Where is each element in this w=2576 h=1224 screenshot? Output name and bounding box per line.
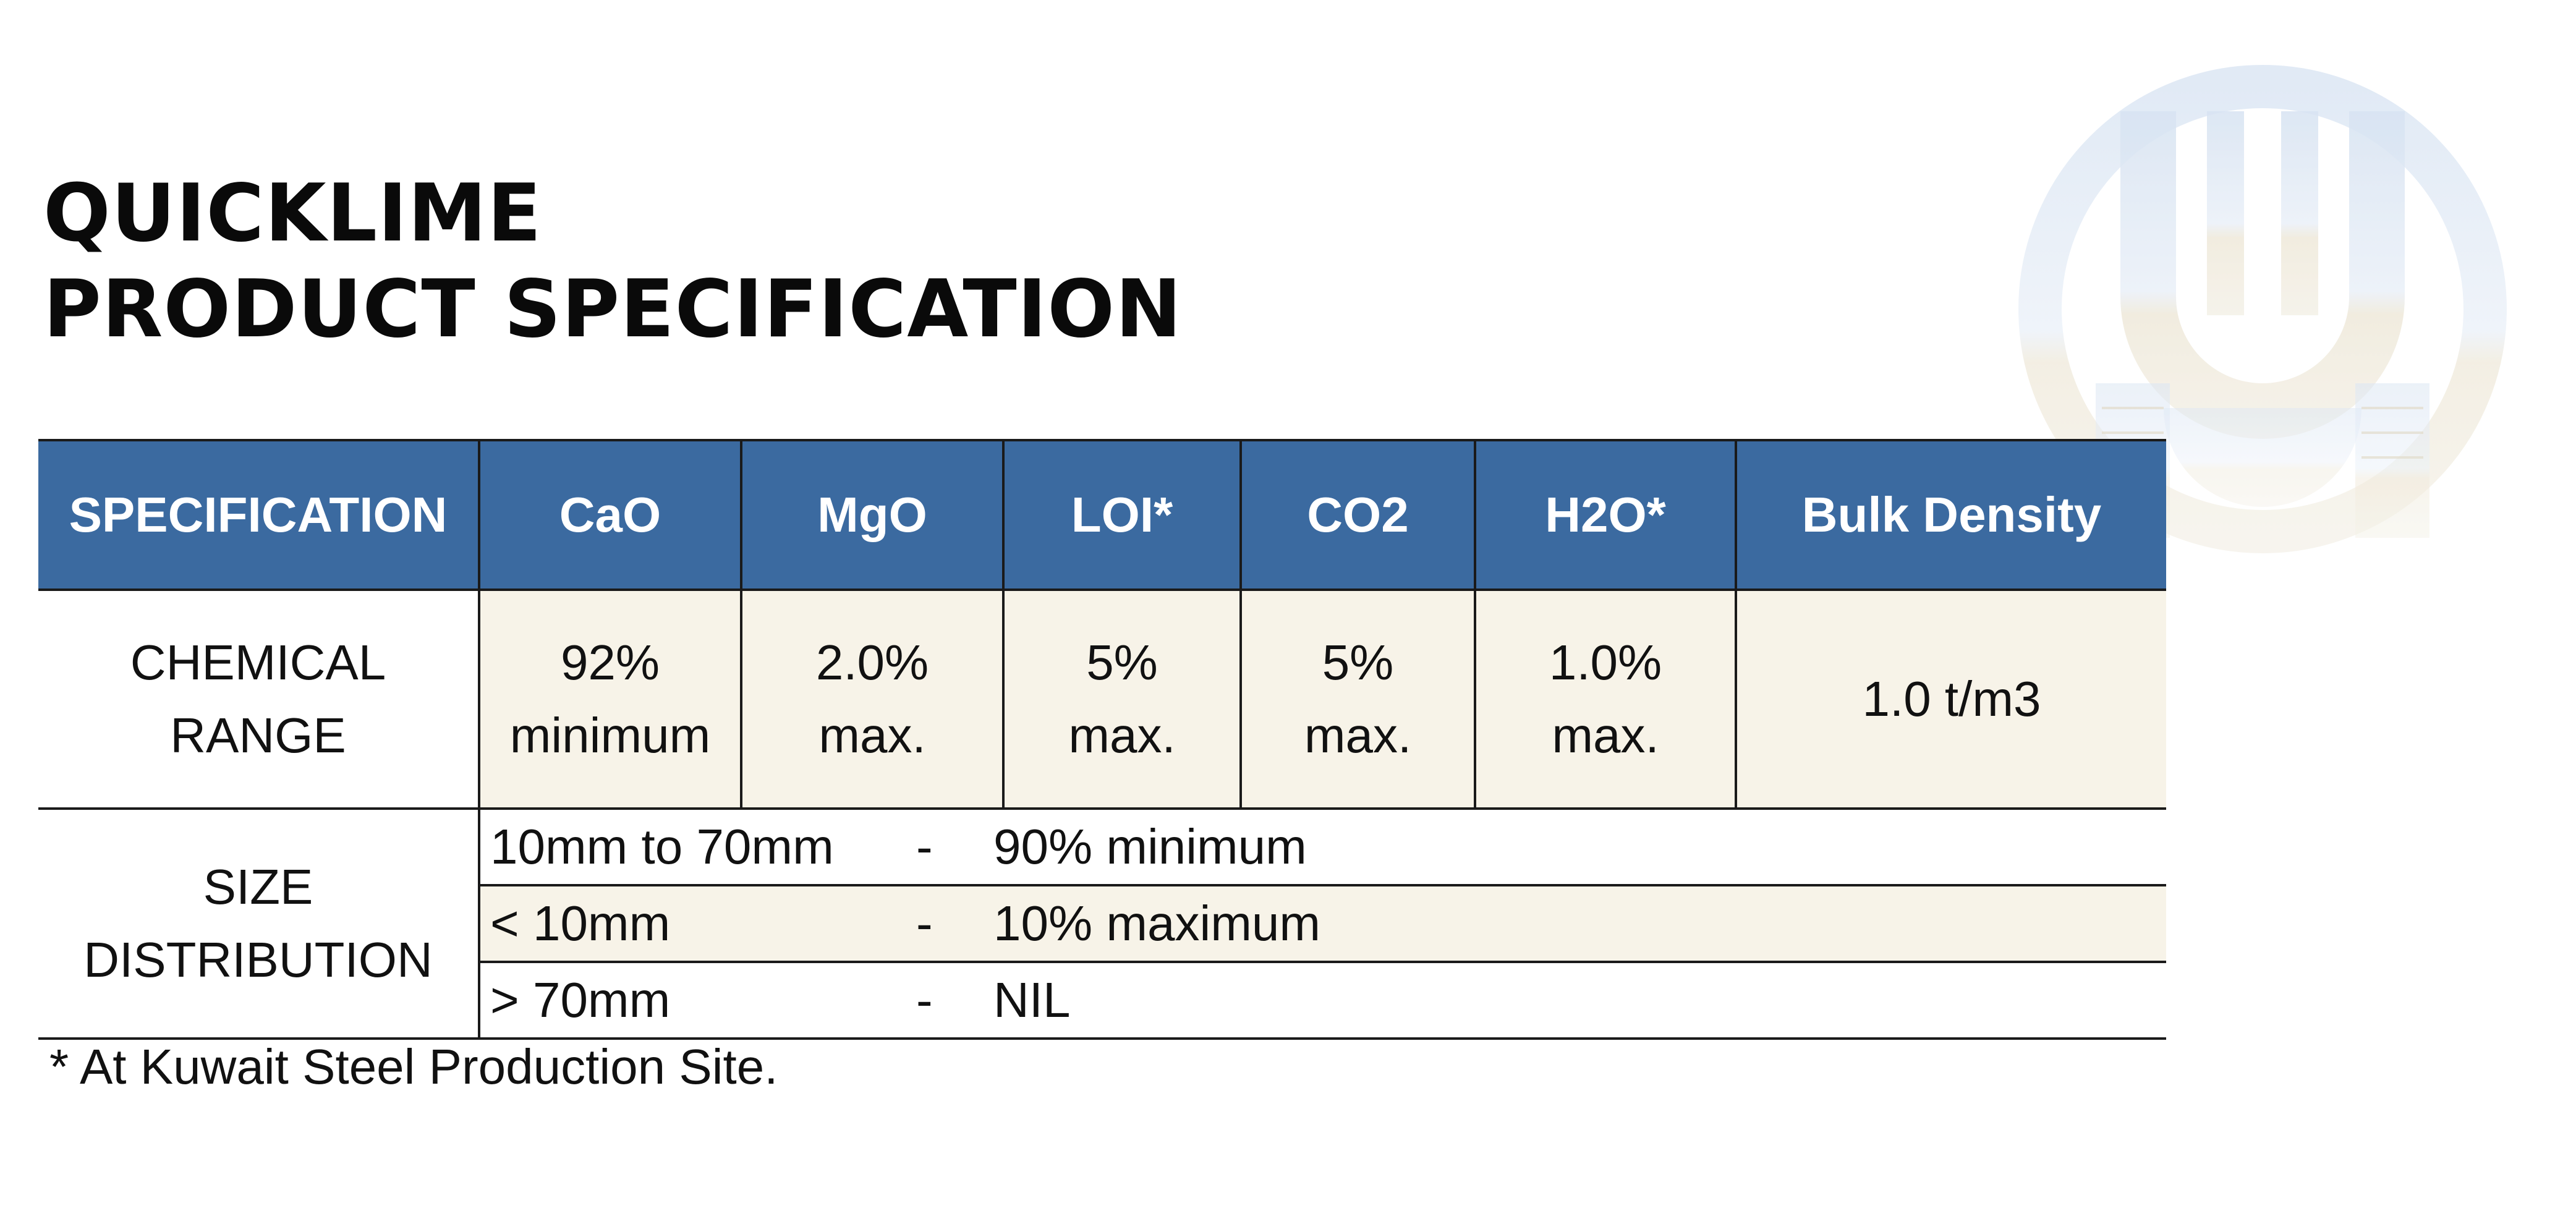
size-dash: - [916,896,933,951]
size-distribution-label: SIZE DISTRIBUTION [38,809,479,1040]
size-row: SIZE DISTRIBUTION 10mm to 70mm - 90% min… [38,809,2166,1040]
footnote: * At Kuwait Steel Production Site. [49,1039,778,1094]
mgo-value: 2.0% max. [740,590,1003,810]
size-value: NIL [993,972,1071,1027]
header-bulk-density: Bulk Density [1735,439,2166,591]
co2-value: 5% max. [1239,590,1475,810]
header-specification: SPECIFICATION [38,439,479,591]
loi-value: 5% max. [1002,590,1241,810]
size-row: < 10mm - 10% maximum [38,885,2166,963]
bulk-density-value: 1.0 t/m3 [1735,590,2166,810]
page-title: QUICKLIME PRODUCT SPECIFICATION [43,166,1182,357]
size-range: < 10mm [490,896,671,951]
size-value: 90% minimum [993,819,1307,874]
size-range: > 70mm [490,972,671,1027]
size-dash: - [916,972,933,1027]
table-header-row: SPECIFICATION CaO MgO LOI* CO2 H2O* Bulk… [38,439,2166,591]
chemical-range-row: CHEMICAL RANGE 92% minimum 2.0% max. 5% … [38,590,2166,810]
cao-value: 92% minimum [478,590,741,810]
specification-table: SPECIFICATION CaO MgO LOI* CO2 H2O* Bulk… [38,439,2166,1040]
size-row: > 70mm - NIL [38,962,2166,1040]
title-line-2: PRODUCT SPECIFICATION [43,263,1183,355]
size-range: 10mm to 70mm [490,819,834,874]
header-mgo: MgO [740,439,1003,591]
company-logo-watermark-icon [2018,65,2507,553]
size-value: 10% maximum [993,896,1321,951]
size-row-1: 10mm to 70mm - 90% minimum [478,809,2166,886]
header-co2: CO2 [1239,439,1475,591]
h2o-value: 1.0% max. [1474,590,1736,810]
header-h2o: H2O* [1474,439,1736,591]
chemical-range-label: CHEMICAL RANGE [38,590,479,810]
size-row-3: > 70mm - NIL [478,962,2166,1040]
title-line-1: QUICKLIME [43,168,542,260]
header-cao: CaO [478,439,741,591]
header-loi: LOI* [1002,439,1241,591]
size-row-2: < 10mm - 10% maximum [478,885,2166,963]
size-dash: - [916,819,933,874]
